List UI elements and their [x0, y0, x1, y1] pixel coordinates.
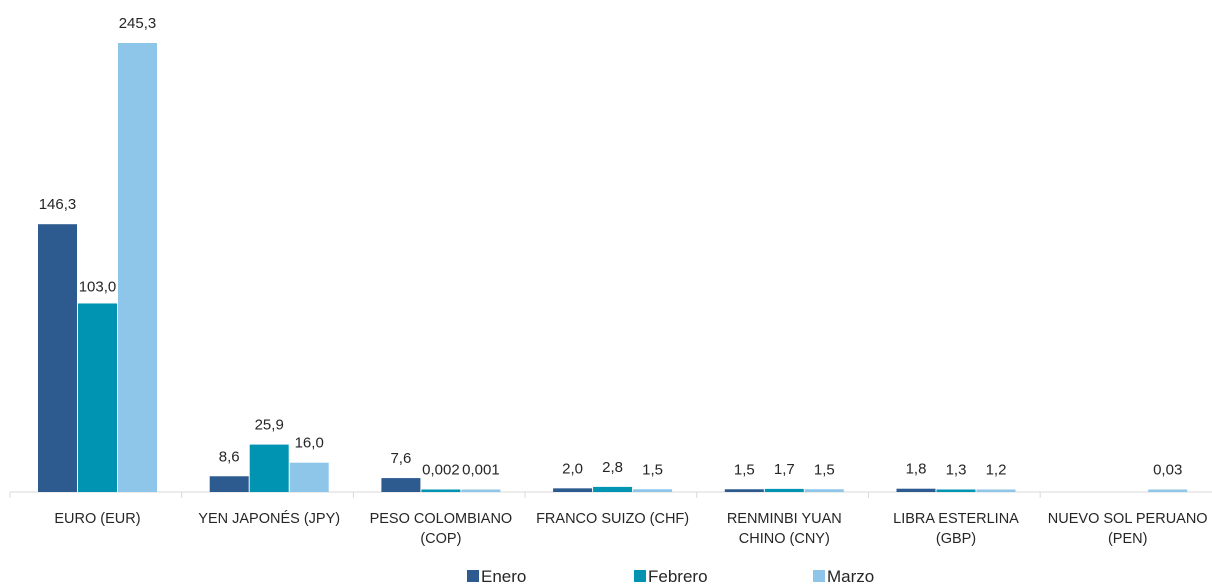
category-label: LIBRA ESTERLINA: [893, 511, 1019, 527]
bars-layer: [38, 43, 1188, 493]
data-label: 1,2: [986, 462, 1007, 479]
bar-febrero-3: [593, 486, 633, 492]
data-label: 1,3: [946, 462, 967, 479]
bar-enero-0: [38, 224, 77, 493]
bar-enero-4: [724, 489, 764, 492]
data-label: 0,002: [422, 462, 460, 479]
bar-febrero-1: [249, 444, 289, 492]
data-label: 1,8: [906, 461, 927, 478]
category-label: PESO COLOMBIANO: [370, 511, 513, 527]
bar-marzo-3: [633, 489, 673, 492]
data-label: 16,0: [295, 435, 324, 452]
bar-febrero-2: [421, 489, 461, 492]
legend: Enero Febrero Marzo: [467, 567, 874, 586]
category-label: FRANCO SUIZO (CHF): [536, 511, 689, 527]
data-label: 7,6: [390, 450, 411, 467]
bar-marzo-2: [461, 489, 501, 492]
category-label: CHINO (CNY): [739, 531, 830, 547]
legend-label-marzo: Marzo: [827, 567, 874, 586]
data-label: 2,8: [602, 459, 623, 476]
category-label: EURO (EUR): [54, 511, 140, 527]
bar-enero-3: [553, 488, 593, 492]
category-label: RENMINBI YUAN: [727, 511, 842, 527]
data-label: 2,0: [562, 460, 583, 477]
data-label: 146,3: [39, 196, 77, 213]
bar-marzo-0: [118, 43, 157, 492]
bar-marzo-1: [289, 462, 329, 492]
data-label: 103,0: [79, 278, 117, 295]
category-label: (GBP): [936, 531, 976, 547]
category-label: (PEN): [1108, 531, 1147, 547]
data-label: 1,7: [774, 461, 795, 478]
category-label: YEN JAPONÉS (JPY): [198, 510, 340, 527]
bar-febrero-0: [78, 303, 117, 492]
data-label: 25,9: [255, 417, 284, 434]
bar-enero-2: [381, 478, 421, 492]
data-labels-layer: 146,3 103,0 245,3 8,6 25,9 16,0 7,6 0,002 0,001 2…: [39, 15, 1183, 479]
bar-marzo-6: [1148, 489, 1188, 492]
bar-febrero-4: [764, 488, 804, 492]
category-label: NUEVO SOL PERUANO: [1048, 511, 1208, 527]
data-label: 1,5: [814, 461, 835, 478]
data-label: 1,5: [734, 461, 755, 478]
legend-swatch-marzo: [813, 570, 825, 582]
bar-enero-5: [896, 488, 936, 492]
data-label: 1,5: [642, 461, 663, 478]
bar-marzo-4: [804, 489, 844, 492]
data-label: 8,6: [219, 448, 240, 465]
legend-label-enero: Enero: [481, 567, 526, 586]
bar-febrero-5: [936, 489, 976, 492]
legend-swatch-febrero: [634, 570, 646, 582]
category-labels-layer: EURO (EUR) YEN JAPONÉS (JPY) PESO COLOMBIA…: [9, 492, 1208, 547]
data-label: 0,03: [1153, 462, 1182, 479]
category-label: (COP): [420, 531, 461, 547]
bar-marzo-5: [976, 489, 1016, 492]
data-label: 245,3: [119, 15, 157, 32]
bar-enero-1: [209, 476, 249, 492]
data-label: 0,001: [462, 462, 500, 479]
legend-swatch-enero: [467, 570, 479, 582]
legend-label-febrero: Febrero: [648, 567, 708, 586]
